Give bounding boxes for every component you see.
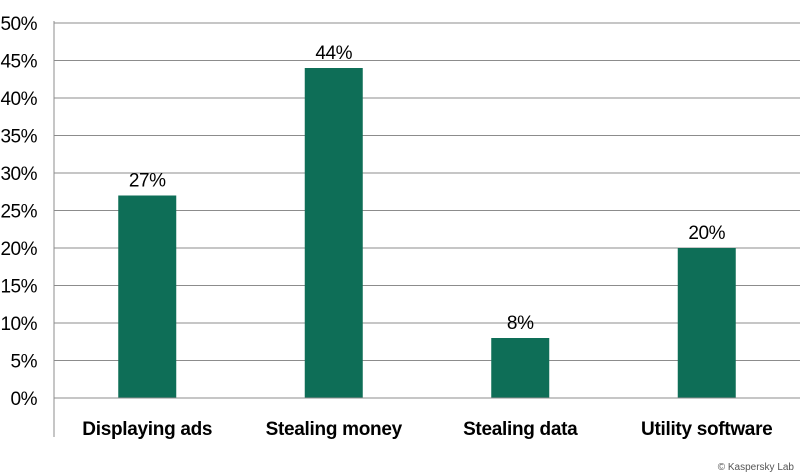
y-tick-label: 0% [11,389,38,410]
y-tick-label: 15% [0,277,37,298]
bar [491,338,550,398]
x-category-label: Stealing data [463,419,578,440]
bar [304,68,363,398]
y-tick-label: 45% [0,52,37,73]
y-tick-label: 40% [0,89,37,110]
x-axis: Displaying ads Stealing money Stealing dat… [54,397,800,440]
data-label: 8% [507,313,534,334]
x-category-label: Stealing money [266,419,403,440]
bars: 27% 44% 8% 20% [118,43,736,398]
x-category-label: Displaying ads [82,419,212,440]
y-tick-label: 20% [0,239,37,260]
y-tick-label: 35% [0,127,37,148]
bar [677,248,736,398]
y-axis: 0% 5% 10% 15% 20% 25% 30% 35% 40% 45% 50% [0,14,55,437]
data-label: 44% [315,43,352,64]
x-category-label: Utility software [641,419,772,440]
y-tick-label: 30% [0,164,37,185]
bar [118,195,177,398]
gridlines [54,22,800,361]
copyright-text: © Kaspersky Lab [717,462,794,473]
y-tick-label: 10% [0,314,37,335]
data-label: 27% [129,171,166,192]
y-tick-label: 50% [0,14,37,35]
y-tick-label: 25% [0,202,37,223]
data-label: 20% [688,223,725,244]
y-tick-label: 5% [11,352,38,373]
